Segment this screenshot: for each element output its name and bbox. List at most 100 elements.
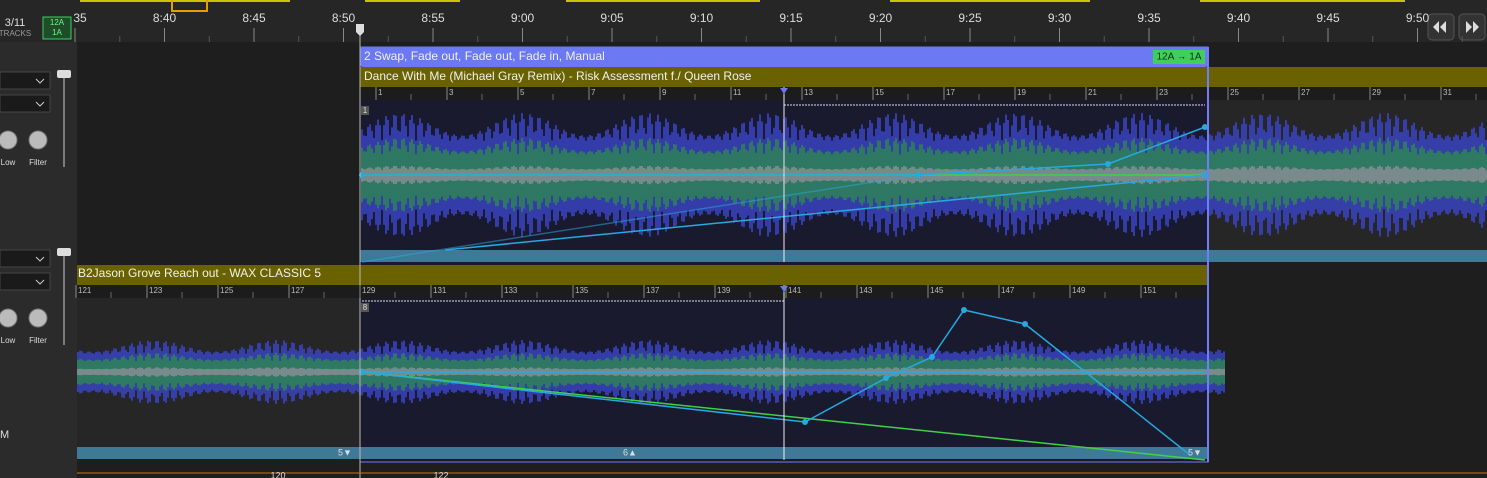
- beat-label: 135: [575, 286, 589, 295]
- fader-handle[interactable]: [57, 70, 71, 78]
- time-label: 35: [73, 11, 87, 25]
- beat-label: 9: [662, 88, 667, 97]
- deck2-marker: 8: [363, 303, 368, 312]
- beat-label: 7: [591, 88, 596, 97]
- key-badge: [42, 16, 72, 40]
- dropdown[interactable]: [0, 71, 51, 90]
- knob-label: Filter: [29, 336, 47, 345]
- beat-label: 5: [520, 88, 525, 97]
- key-to: 1A: [52, 28, 62, 37]
- knob-label: Low: [1, 158, 16, 167]
- beat-label: 11: [733, 88, 742, 97]
- deck2-marker-box: [361, 303, 369, 312]
- knob[interactable]: [28, 130, 48, 150]
- beat-label: 151: [1143, 286, 1157, 295]
- beat-label: 23: [1159, 88, 1168, 97]
- beat-label: 13: [804, 88, 813, 97]
- beat-label: 29: [1372, 88, 1381, 97]
- beat-label: 149: [1072, 286, 1086, 295]
- bottom-ruler-label: 122: [433, 470, 448, 478]
- knob-label: Low: [1, 336, 16, 345]
- tracks-label: TRACKS: [0, 29, 31, 38]
- beat-label: 31: [1443, 88, 1452, 97]
- beat-label: 131: [433, 286, 447, 295]
- time-label: 9:25: [958, 11, 982, 25]
- time-label: 9:20: [869, 11, 893, 25]
- start-handle[interactable]: [356, 24, 364, 36]
- time-label: 9:10: [690, 11, 714, 25]
- beat-label: 123: [149, 286, 163, 295]
- left-label: M: [0, 429, 9, 441]
- deck1-beat-ruler: [360, 87, 1487, 100]
- beat-label: 27: [1301, 88, 1310, 97]
- beat-label: 127: [291, 286, 305, 295]
- loop-label: 5▼: [338, 447, 352, 457]
- deck1-marker: 1: [363, 106, 368, 115]
- beat-label: 3: [449, 88, 454, 97]
- knob[interactable]: [0, 308, 18, 328]
- loop-label: 6▲: [623, 447, 637, 457]
- dropdown-arrow: [35, 78, 45, 84]
- beat-label: 125: [220, 286, 234, 295]
- deck-controls: Low Filter Low Filter: [0, 70, 71, 345]
- view-window[interactable]: [171, 0, 208, 12]
- time-label: 9:30: [1048, 11, 1072, 25]
- time-label: 8:55: [421, 11, 445, 25]
- time-label: 9:15: [779, 11, 803, 25]
- time-label: 9:35: [1137, 11, 1161, 25]
- bottom-ruler-label: 120: [270, 470, 285, 478]
- fader-handle[interactable]: [57, 248, 71, 256]
- beat-label: 133: [504, 286, 518, 295]
- transition-header[interactable]: [360, 47, 1208, 67]
- knob[interactable]: [0, 130, 18, 150]
- beat-label: 137: [646, 286, 660, 295]
- deck1-loop-bar: [360, 250, 1487, 262]
- time-label: 8:40: [153, 11, 177, 25]
- time-label: 9:05: [600, 11, 624, 25]
- beat-label: 139: [717, 286, 731, 295]
- track-count: 3/11: [5, 17, 26, 29]
- knob[interactable]: [28, 308, 48, 328]
- beat-label: 145: [930, 286, 944, 295]
- beat-label: 25: [1230, 88, 1239, 97]
- time-ruler: [0, 0, 1487, 42]
- beat-label: 121: [78, 286, 92, 295]
- key-change-badge: [1153, 50, 1205, 64]
- beat-label: 141: [788, 286, 802, 295]
- key-change: 12A → 1A: [1156, 52, 1201, 63]
- time-label: 9:50: [1406, 11, 1430, 25]
- loop-label: 5▼: [1188, 447, 1202, 457]
- dropdown-arrow: [35, 279, 45, 285]
- transition-title: 2 Swap, Fade out, Fade out, Fade in, Man…: [364, 49, 605, 63]
- beat-label: 1: [378, 88, 383, 97]
- beat-label: 21: [1088, 88, 1097, 97]
- forward-icon: [1466, 21, 1479, 33]
- dropdown[interactable]: [0, 249, 51, 268]
- time-label: 8:50: [332, 11, 356, 25]
- key-from: 12A: [50, 18, 65, 27]
- beat-label: 129: [362, 286, 376, 295]
- dropdown-arrow: [35, 101, 45, 107]
- time-label: 9:40: [1227, 11, 1251, 25]
- knob-label: Filter: [29, 158, 47, 167]
- deck1-title-bar: [360, 67, 1487, 87]
- beat-label: 147: [1001, 286, 1015, 295]
- deck2-beat-ruler: [77, 285, 1208, 298]
- beat-label: 15: [875, 88, 884, 97]
- dropdown[interactable]: [0, 94, 51, 113]
- beat-label: 143: [859, 286, 873, 295]
- dropdown[interactable]: [0, 272, 51, 291]
- deck2-loop-bar: [77, 447, 1208, 459]
- time-label: 9:00: [511, 11, 535, 25]
- time-label: 9:45: [1316, 11, 1340, 25]
- deck1-marker-box: [361, 106, 369, 115]
- time-label: 8:45: [242, 11, 266, 25]
- beat-label: 19: [1017, 88, 1026, 97]
- beat-label: 17: [946, 88, 955, 97]
- rewind-icon: [1433, 21, 1446, 33]
- dropdown-arrow: [35, 256, 45, 262]
- deck2-title: B2Jason Grove Reach out - WAX CLASSIC 5: [78, 266, 321, 280]
- transport: [1427, 13, 1486, 41]
